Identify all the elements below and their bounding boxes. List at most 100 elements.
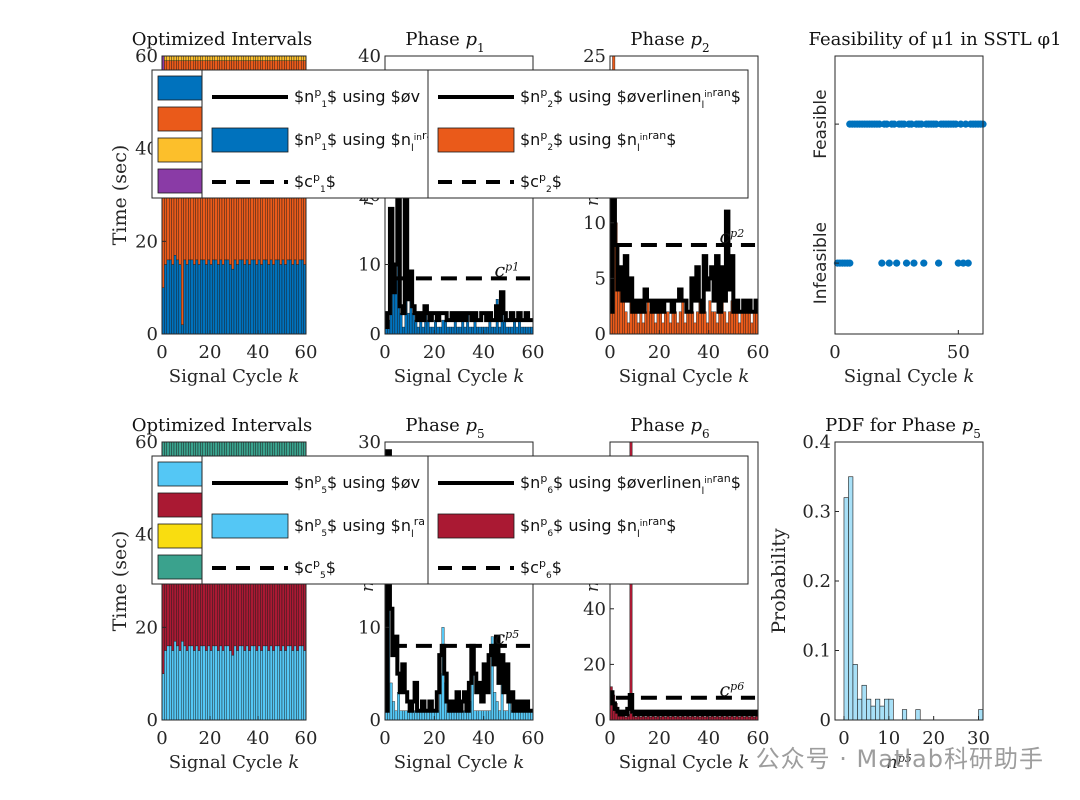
stack-bar-p6 xyxy=(298,580,302,647)
chart-title: Optimized Intervals xyxy=(132,29,313,50)
x-tick-label: 20 xyxy=(922,728,945,749)
stack-bar-p1 xyxy=(171,264,175,335)
phase-bar xyxy=(522,326,526,335)
stack-bar-p5 xyxy=(212,645,215,721)
feasible-point xyxy=(952,120,960,128)
feasible-point xyxy=(957,120,965,128)
stack-bar-p6 xyxy=(291,580,295,651)
y-tick-label: 60 xyxy=(135,46,158,67)
stack-bar-p3 xyxy=(243,55,247,61)
stack-bar-p5 xyxy=(219,645,223,721)
legend-entry-label: $np1$ using $øv xyxy=(294,86,420,111)
stack-bar-p6 xyxy=(221,580,225,651)
phase-bar xyxy=(641,322,645,335)
stack-bar-p6 xyxy=(207,580,211,647)
phase-bar xyxy=(636,322,640,335)
phase-bar xyxy=(728,311,732,335)
stack-bar-p3 xyxy=(192,55,196,61)
x-tick-label: 60 xyxy=(747,728,770,749)
stack-bar-p5 xyxy=(207,645,211,721)
stack-bar-p1 xyxy=(293,259,297,335)
stack-bar-p5 xyxy=(240,645,244,721)
legend-swatch-p2 xyxy=(157,106,203,132)
stack-bar-p6 xyxy=(257,580,261,647)
legend-entry-label: $np2$ using $nlinran$ xyxy=(520,129,676,154)
x-tick-label: 10 xyxy=(877,728,900,749)
feasible-point xyxy=(890,120,898,128)
stack-bar-p1 xyxy=(173,255,177,335)
y-axis-label: Time (sec) xyxy=(109,145,131,246)
pdf-bin xyxy=(915,709,921,721)
x-tick-label: 40 xyxy=(472,342,495,363)
stack-bar-p5 xyxy=(262,645,266,721)
stack-bar-p6 xyxy=(233,580,237,647)
infeasible-point xyxy=(959,259,967,267)
stack-bar-p3 xyxy=(289,55,292,61)
x-tick-label: 0 xyxy=(604,728,615,749)
top-stack-legend xyxy=(151,69,203,199)
stack-bar-p3 xyxy=(236,55,239,61)
stack-bar-p5 xyxy=(293,645,297,721)
x-tick-label: 60 xyxy=(295,728,318,749)
phase-bar xyxy=(407,312,410,335)
y-tick-label: 10 xyxy=(583,213,606,234)
stack-bar-p6 xyxy=(289,580,292,647)
stack-bar-p5 xyxy=(231,654,235,721)
phase-bar xyxy=(723,311,727,335)
phase-bar xyxy=(664,311,667,335)
stack-bar-p3 xyxy=(284,55,287,61)
stack-bar-p1 xyxy=(262,259,266,335)
stack-bar-p3 xyxy=(269,55,273,61)
phase-bar xyxy=(505,326,509,335)
y-axis-label: Probability xyxy=(768,528,790,634)
stack-bar-p3 xyxy=(262,55,266,61)
y-axis-label: n xyxy=(583,581,603,592)
stack-bar-p6 xyxy=(209,580,213,651)
stack-bar-p3 xyxy=(202,55,206,61)
stack-bar-p3 xyxy=(168,55,172,61)
chart-title: Phase p6 xyxy=(630,415,709,441)
y-tick-label: 25 xyxy=(583,46,606,67)
phase-bar xyxy=(444,319,447,335)
stack-bar-p1 xyxy=(265,259,268,335)
legend-entry-label: $np5$ using $øv xyxy=(294,472,420,497)
stack-bar-p5 xyxy=(180,641,184,721)
pdf-bin xyxy=(978,709,984,721)
stack-bar-p3 xyxy=(245,55,249,61)
y-tick-label: 60 xyxy=(135,432,158,453)
stack-bar-p5 xyxy=(284,650,287,721)
phase-bar xyxy=(508,326,512,335)
phase-bar xyxy=(439,326,442,335)
stack-bar-p1 xyxy=(188,259,191,335)
legend-swatch-p1 xyxy=(157,75,203,101)
stack-bar-p3 xyxy=(281,55,285,61)
stack-bar-p1 xyxy=(178,264,182,335)
legend-bar-sample xyxy=(437,513,515,539)
phase-bar xyxy=(666,311,670,335)
stack-bar-p6 xyxy=(277,580,280,647)
y-tick-label: 0.1 xyxy=(802,641,831,662)
stack-bar-p6 xyxy=(178,580,182,651)
stack-bar-p1 xyxy=(216,264,220,335)
phase-bar xyxy=(745,311,749,335)
stack-bar-p3 xyxy=(298,55,302,61)
feasible-point xyxy=(962,120,970,128)
phase-bar xyxy=(485,326,489,335)
stack-bar-p5 xyxy=(255,650,259,721)
phase-bar xyxy=(392,292,396,335)
phase-bar xyxy=(718,311,722,335)
phase-bar xyxy=(644,311,648,335)
stack-bar-p1 xyxy=(180,324,184,335)
x-tick-label: 60 xyxy=(747,342,770,363)
stack-bar-p1 xyxy=(212,259,215,335)
chart-title: Phase p2 xyxy=(630,29,709,55)
phase-bar xyxy=(476,326,479,335)
infeasible-point xyxy=(935,259,943,267)
stack-bar-p5 xyxy=(188,645,191,721)
stack-bar-p3 xyxy=(209,55,213,61)
stack-bar-p3 xyxy=(293,55,297,61)
phase-bar xyxy=(414,319,418,335)
stack-bar-p5 xyxy=(291,650,295,721)
x-tick-label: 0 xyxy=(156,342,167,363)
